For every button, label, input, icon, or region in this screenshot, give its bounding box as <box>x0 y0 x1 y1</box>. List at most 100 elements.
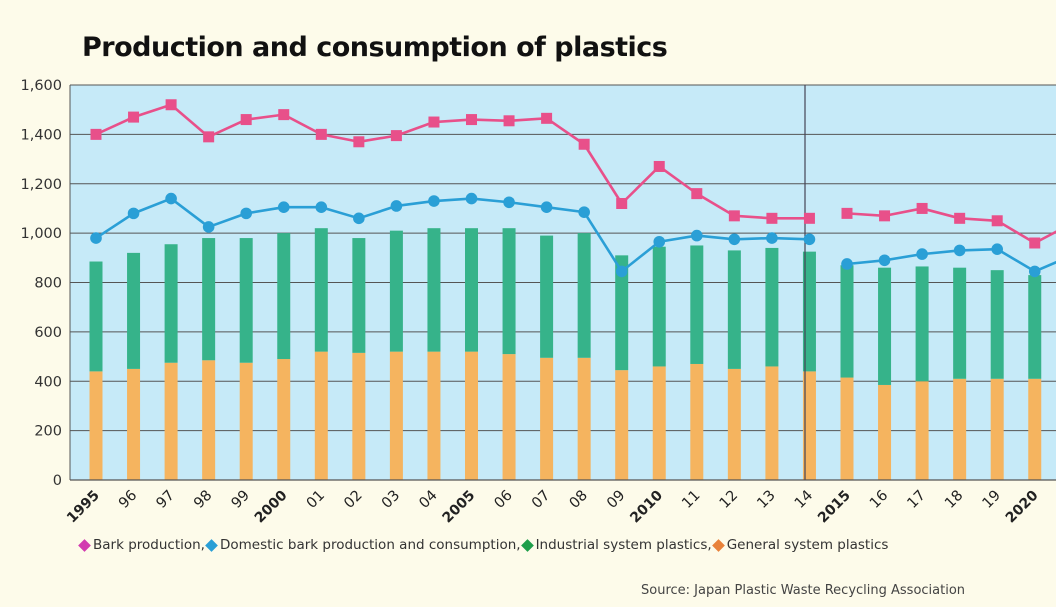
chart-title: Production and consumption of plastics <box>82 32 668 63</box>
point-domestic-07 <box>540 201 553 214</box>
bars <box>89 228 1042 480</box>
bar-general-07 <box>540 357 554 480</box>
bar-industrial-98 <box>202 238 216 361</box>
point-bark-production-2005 <box>466 114 477 126</box>
point-bark-production-97 <box>165 99 177 111</box>
legend-item-general: General system plastics <box>711 537 889 553</box>
bar-industrial-97 <box>164 244 178 363</box>
x-tick-label: 12 <box>717 488 741 512</box>
bar-industrial-96 <box>127 252 141 369</box>
bar-general-1995 <box>89 371 103 480</box>
series-line-bark-production <box>95 103 810 220</box>
y-tick-label: 800 <box>34 276 62 292</box>
bar-industrial-13 <box>765 247 779 367</box>
legend-marker-orange <box>711 538 725 552</box>
x-tick-label: 2010 <box>627 487 666 526</box>
x-tick-label: 96 <box>116 488 140 512</box>
point-bark-production-98 <box>203 131 215 143</box>
bar-general-13 <box>765 366 779 480</box>
bar-general-16 <box>878 384 892 480</box>
x-tick-label: 19 <box>980 488 1004 512</box>
x-tick-label: 02 <box>341 488 365 512</box>
point-bark-production-09 <box>616 198 628 209</box>
bar-industrial-12 <box>727 250 741 369</box>
bar-general-2020 <box>1028 378 1042 480</box>
point-domestic-18 <box>953 244 966 257</box>
x-tick-label: 2015 <box>815 488 854 527</box>
bar-industrial-2020 <box>1028 275 1042 379</box>
bar-general-2010 <box>652 366 666 480</box>
bar-general-2015 <box>840 377 854 480</box>
x-tick-label: 03 <box>379 488 403 512</box>
x-tick-label: 2005 <box>439 488 478 527</box>
x-tick-label: 1995 <box>64 488 103 527</box>
point-domestic-98 <box>202 221 215 233</box>
point-bark-production-2010 <box>653 160 665 172</box>
bar-general-08 <box>577 357 591 480</box>
point-domestic-04 <box>428 195 440 207</box>
point-domestic-2020 <box>1028 265 1041 278</box>
point-domestic-16 <box>878 254 891 267</box>
bar-industrial-02 <box>352 238 366 353</box>
legend-label: Industrial system plastics, <box>535 537 712 553</box>
x-tick-label: 08 <box>567 488 591 512</box>
bar-general-09 <box>615 370 629 480</box>
x-tick-label: 99 <box>229 488 253 512</box>
bar-general-14 <box>802 371 816 480</box>
bar-industrial-09 <box>615 255 629 371</box>
point-bark-production-1995 <box>90 128 102 140</box>
y-tick-label: 1,200 <box>20 177 62 193</box>
bar-general-02 <box>352 352 366 480</box>
point-bark-production-18 <box>954 212 966 224</box>
legend-label: General system plastics <box>726 537 889 553</box>
point-bark-production-19 <box>991 215 1003 227</box>
x-tick-label: 11 <box>679 488 703 512</box>
bar-general-2005 <box>465 351 478 480</box>
point-domestic-09 <box>615 265 628 278</box>
point-bark-production-13 <box>766 212 778 224</box>
y-tick-label: 1,000 <box>20 226 62 242</box>
point-bark-production-07 <box>541 112 553 124</box>
bar-industrial-99 <box>239 238 253 363</box>
x-tick-label: 14 <box>792 488 816 512</box>
legend-marker-green <box>520 538 534 552</box>
point-bark-production-03 <box>390 130 402 142</box>
point-bark-production-11 <box>691 188 703 200</box>
point-domestic-2015 <box>841 258 853 270</box>
bar-general-19 <box>990 378 1004 480</box>
bar-industrial-11 <box>690 245 704 364</box>
bar-industrial-14 <box>802 251 816 372</box>
bar-industrial-2015 <box>840 265 854 378</box>
y-tick-label: 1,400 <box>20 127 62 143</box>
point-domestic-97 <box>165 192 177 205</box>
point-domestic-96 <box>127 207 140 220</box>
bar-general-98 <box>202 360 216 480</box>
bar-industrial-2000 <box>277 233 291 360</box>
point-domestic-2005 <box>465 192 478 205</box>
bar-general-04 <box>427 351 441 480</box>
x-tick-label: 01 <box>304 488 328 512</box>
series-line-domestic <box>95 197 810 273</box>
bar-general-12 <box>727 368 741 480</box>
bar-industrial-1995 <box>89 261 103 372</box>
bar-industrial-19 <box>990 270 1004 379</box>
x-tick-label: 21 <box>1055 488 1056 512</box>
point-domestic-2000 <box>277 201 290 214</box>
point-bark-production-01 <box>315 128 327 140</box>
point-domestic-11 <box>691 229 703 242</box>
bar-general-11 <box>690 363 704 480</box>
y-tick-label: 200 <box>34 424 62 440</box>
x-tick-label: 18 <box>942 488 966 512</box>
x-tick-label: 09 <box>604 488 628 512</box>
gridlines <box>70 84 1056 481</box>
bar-general-2000 <box>277 359 291 480</box>
point-domestic-06 <box>503 196 515 209</box>
series-lines <box>90 99 1056 278</box>
y-tick-label: 600 <box>34 325 62 341</box>
bar-industrial-2010 <box>652 246 666 367</box>
point-domestic-17 <box>916 248 928 260</box>
x-tick-label: 17 <box>905 488 929 512</box>
point-bark-production-16 <box>879 210 891 222</box>
point-bark-production-04 <box>428 116 440 128</box>
